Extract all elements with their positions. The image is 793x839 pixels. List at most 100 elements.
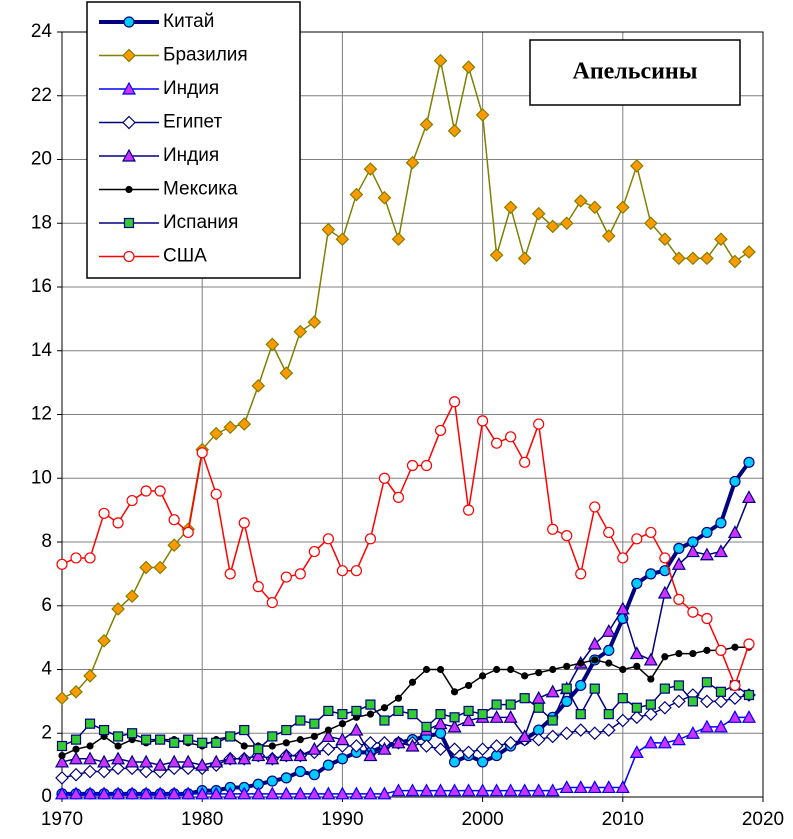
marker — [493, 665, 501, 674]
marker — [181, 754, 196, 768]
marker — [689, 649, 697, 658]
marker — [420, 459, 433, 472]
marker — [55, 691, 69, 706]
marker — [672, 694, 686, 709]
marker — [475, 742, 490, 757]
marker — [86, 742, 94, 750]
marker — [475, 783, 490, 797]
marker — [307, 741, 322, 755]
y-tick-label: 6 — [41, 595, 52, 616]
marker — [434, 727, 447, 739]
marker — [153, 786, 168, 800]
marker — [475, 108, 490, 122]
marker — [324, 726, 332, 734]
marker — [405, 738, 420, 752]
marker — [713, 719, 728, 733]
marker — [433, 716, 448, 730]
marker — [601, 723, 616, 737]
marker — [237, 786, 252, 800]
marker — [265, 751, 280, 765]
y-tick-label: 24 — [31, 21, 53, 42]
marker — [308, 769, 320, 781]
marker — [266, 775, 278, 787]
marker — [673, 593, 685, 605]
marker — [659, 683, 670, 694]
marker — [321, 742, 336, 757]
marker — [195, 786, 210, 800]
marker — [393, 705, 404, 717]
marker — [310, 732, 318, 741]
marker — [643, 735, 658, 749]
marker — [54, 786, 70, 800]
marker — [575, 568, 587, 580]
marker — [433, 783, 448, 797]
marker — [701, 526, 713, 539]
marker — [141, 734, 152, 745]
marker — [139, 754, 154, 768]
marker — [503, 735, 518, 750]
marker — [643, 216, 658, 231]
marker — [83, 786, 98, 800]
marker — [535, 669, 543, 677]
marker — [168, 514, 180, 526]
marker — [281, 724, 292, 736]
marker — [335, 232, 350, 247]
marker — [223, 751, 238, 765]
x-tick-label: 1980 — [181, 809, 223, 830]
marker — [279, 748, 294, 762]
marker — [587, 726, 602, 741]
y-tick-label: 12 — [31, 404, 52, 425]
x-tick-label: 2010 — [602, 809, 644, 830]
marker — [489, 710, 504, 723]
marker — [741, 490, 756, 503]
legend-label: Испания — [163, 212, 238, 233]
marker — [617, 693, 628, 704]
legend-marker — [123, 217, 135, 229]
marker — [547, 715, 558, 726]
marker — [631, 533, 643, 545]
marker — [503, 200, 518, 215]
marker — [97, 786, 112, 800]
legend-label: Бразилия — [163, 45, 248, 66]
title-box — [529, 39, 741, 106]
legend: Китай Бразилия Индия Египет Индия Мексика Испа… — [86, 1, 301, 279]
marker — [645, 568, 657, 580]
y-tick-label: 8 — [41, 531, 52, 552]
marker — [645, 526, 657, 539]
marker — [727, 525, 742, 539]
marker — [714, 694, 728, 709]
marker — [448, 756, 461, 768]
marker — [701, 612, 713, 625]
marker — [545, 219, 560, 234]
marker — [587, 636, 602, 650]
marker — [603, 644, 615, 656]
marker — [181, 786, 196, 800]
marker — [700, 251, 714, 266]
marker — [601, 780, 616, 794]
marker — [447, 123, 462, 138]
marker — [169, 737, 180, 748]
marker — [714, 232, 728, 247]
marker — [251, 748, 266, 762]
marker — [561, 683, 572, 694]
marker — [699, 719, 714, 733]
marker — [309, 718, 320, 729]
marker — [700, 694, 714, 709]
marker — [279, 366, 294, 380]
marker — [629, 159, 644, 173]
marker — [364, 533, 377, 545]
marker — [209, 754, 224, 768]
marker — [545, 783, 560, 797]
marker — [559, 726, 574, 741]
marker — [615, 601, 630, 615]
marker — [338, 720, 346, 728]
marker — [505, 699, 516, 710]
marker — [605, 659, 613, 667]
marker — [366, 710, 375, 718]
marker — [125, 786, 140, 800]
marker — [240, 742, 248, 750]
marker — [83, 669, 97, 683]
marker — [237, 751, 252, 765]
x-tick-label: 1970 — [41, 809, 83, 830]
